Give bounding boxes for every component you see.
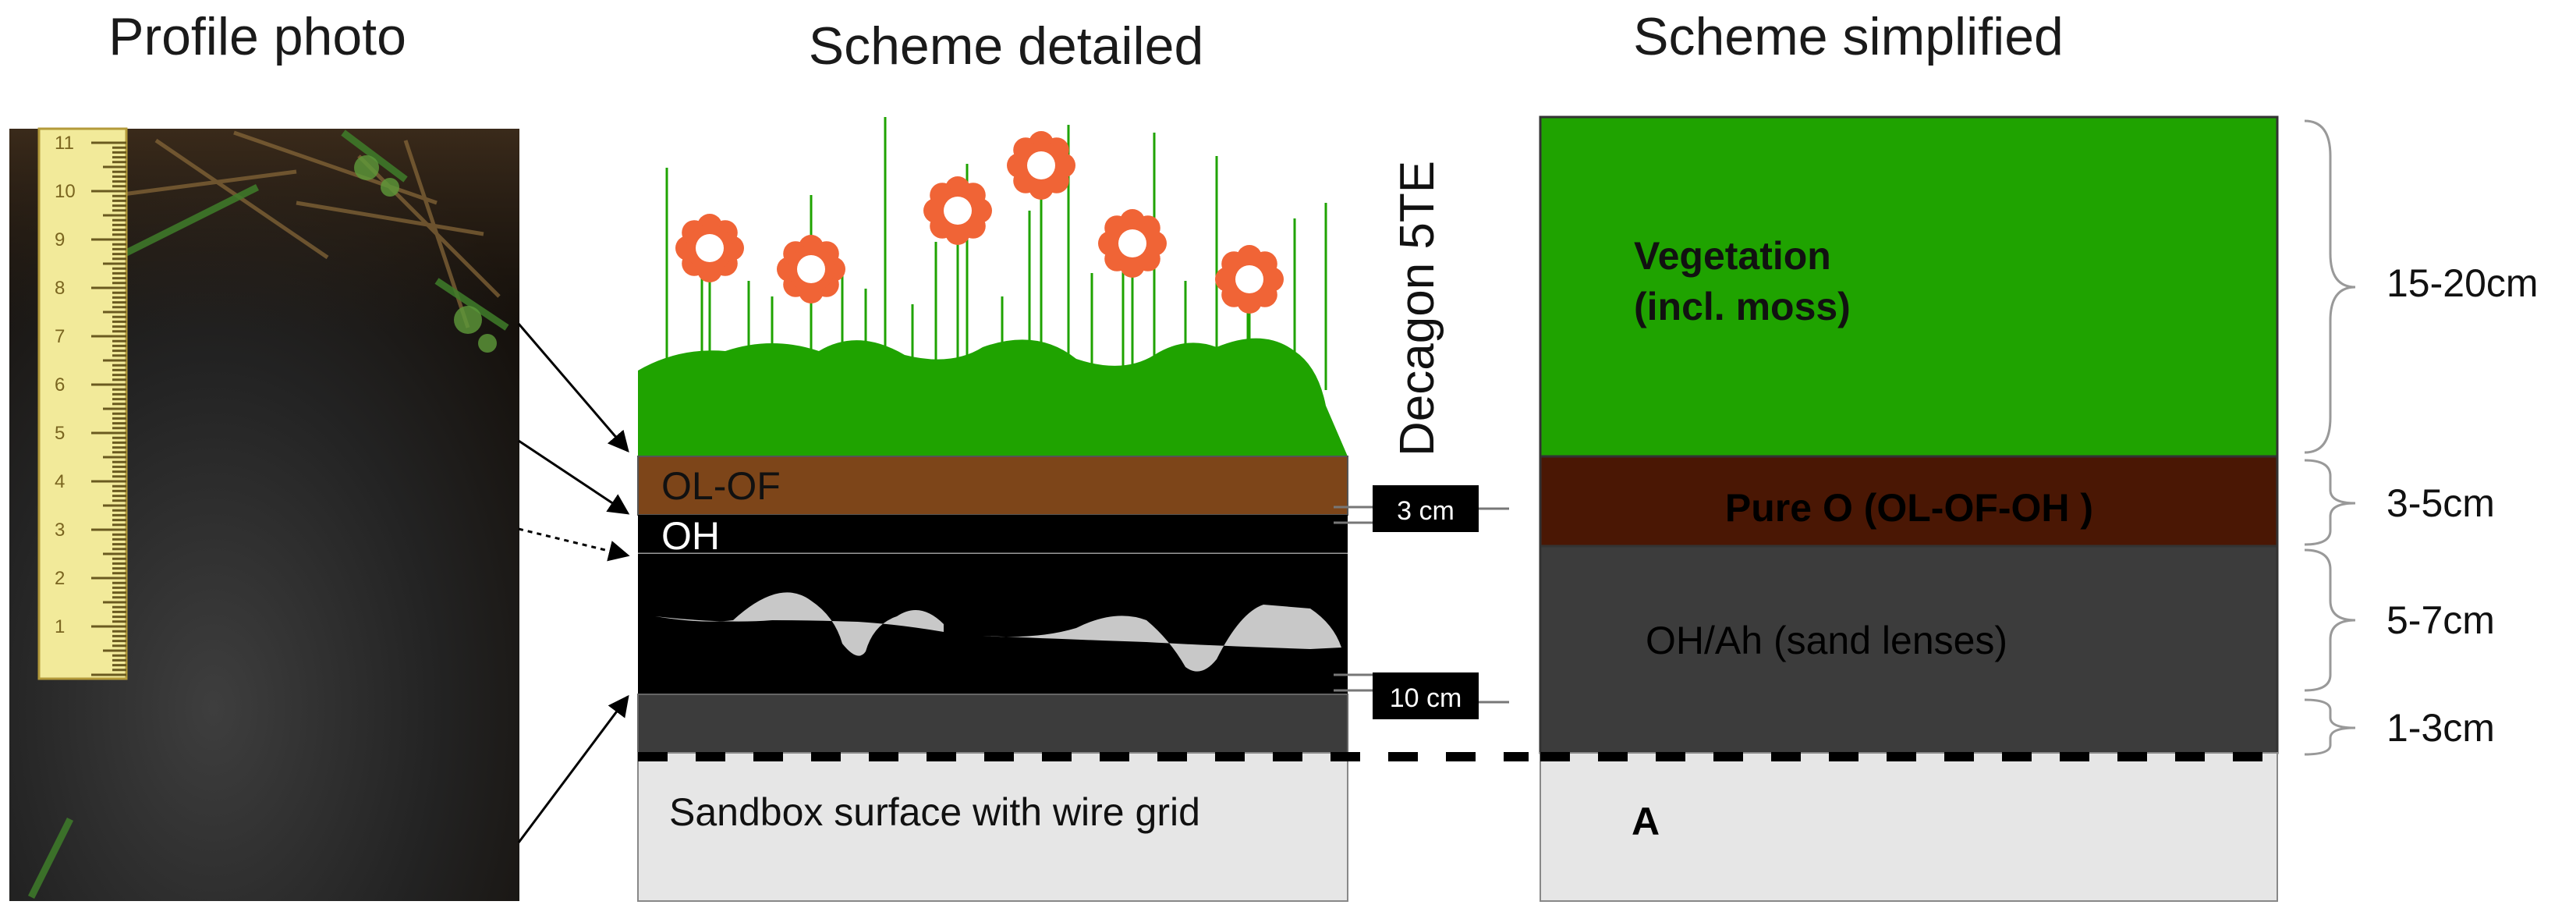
brace-vegetation [2304,119,2356,454]
sand-lens-2 [983,605,1341,672]
marker-3cm: 3 cm [1334,485,1509,532]
marker-10cm-label: 10 cm [1390,683,1462,713]
ruler-number: 5 [55,423,65,444]
brace-pure-o-label: 3-5cm [2386,481,2495,525]
brace-oh-ah [2304,548,2356,692]
sand-lens-1 [655,592,944,656]
ruler-number: 7 [55,326,65,347]
profile-photo: 1 2 3 4 5 6 7 8 9 10 11 [9,127,519,901]
flower [1098,209,1167,367]
photo-moss [354,155,497,353]
layer-ol-of-label: OL-OF [661,464,781,508]
scheme-detailed: OL-OF OH Sandbox surface with wire grid … [517,117,1529,902]
folding-ruler: 1 2 3 4 5 6 7 8 9 10 11 [37,127,128,680]
ruler-number: 1 [55,616,65,637]
a-layer-label: A [1632,800,1660,843]
vegetation-label-line1: Vegetation [1634,234,1831,278]
pure-o-label: Pure O (OL-OF-OH ) [1725,486,2093,530]
braces [2304,119,2356,756]
layer-oh [638,515,1348,554]
arrow-vegetation [517,323,629,453]
flower [777,235,845,367]
simplified-vegetation [1539,115,2279,458]
simplified-pure-o [1539,455,2279,548]
vegetation-mound [638,338,1348,456]
simplified-a-layer [1540,752,2278,902]
sandbox-detailed [637,752,1348,902]
header-scheme-detailed: Scheme detailed [809,16,1204,76]
simplified-oh-ah [1539,545,2279,754]
photo-arrows [517,323,630,843]
scheme-simplified: Vegetation (incl. moss) Pure O (OL-OF-OH… [1539,115,2539,902]
brace-vegetation-label: 15-20cm [2386,261,2539,305]
ruler-number: 4 [55,471,65,492]
oh-ah-label: OH/Ah (sand lenses) [1646,619,2007,662]
flower [1007,131,1075,367]
flower [1215,245,1284,367]
brace-pure-o [2304,459,2356,546]
flowers [675,131,1284,367]
brace-bottom [2304,698,2356,756]
ruler-number: 10 [55,181,76,202]
ruler-number: 3 [55,520,65,541]
photo-grass [27,130,509,899]
arrow-oh [518,527,630,562]
layer-ol-of [637,456,1348,516]
layer-bottom-detailed [637,694,1348,754]
ruler-number: 8 [55,278,65,299]
vegetation-label-line2: (incl. moss) [1634,285,1851,328]
brace-oh-ah-label: 5-7cm [2386,598,2495,642]
arrow-olof [518,439,630,515]
ruler-number: 9 [55,229,65,250]
arrow-bottom [517,694,629,843]
marker-3cm-label: 3 cm [1397,496,1455,526]
brace-bottom-label: 1-3cm [2386,706,2495,750]
sensor-label: Decagon 5TE [1391,161,1444,456]
marker-10cm: 10 cm [1334,672,1509,719]
ruler-number: 11 [55,133,74,154]
layer-oh-ah-detailed [638,554,1348,694]
header-profile-photo: Profile photo [108,7,406,66]
flower [923,176,992,367]
flower [675,214,744,367]
ruler-number: 6 [55,374,65,396]
ruler-number: 2 [55,568,65,589]
layer-oh-label: OH [661,514,720,558]
header-scheme-simplified: Scheme simplified [1633,7,2064,66]
sandbox-label: Sandbox surface with wire grid [669,790,1200,834]
